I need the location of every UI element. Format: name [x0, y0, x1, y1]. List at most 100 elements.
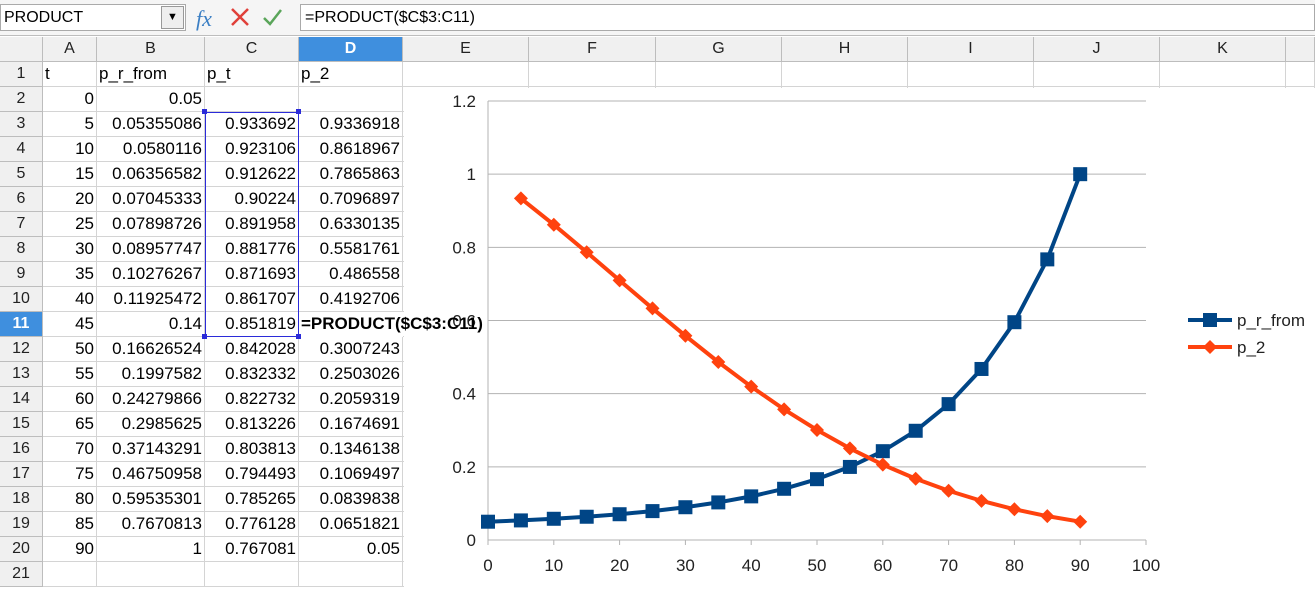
- cell: 70: [43, 437, 97, 462]
- data-point: [579, 245, 594, 260]
- column-header: D: [299, 37, 403, 62]
- data-point: [777, 402, 792, 417]
- formula-icons: fx: [196, 6, 282, 31]
- x-tick-label: 0: [483, 556, 492, 575]
- data-point: [645, 504, 660, 519]
- cell: 90: [43, 537, 97, 562]
- x-tick-label: 20: [610, 556, 629, 575]
- column-header: G: [656, 37, 782, 62]
- x-tick-label: 60: [873, 556, 892, 575]
- cell: 45: [43, 312, 97, 337]
- cell: p_r_from: [97, 62, 205, 87]
- dropdown[interactable]: ▼: [161, 6, 184, 29]
- cell: 0.486558: [299, 262, 403, 287]
- cell: 0.08957747: [97, 237, 205, 262]
- cell: 0.10276267: [97, 262, 205, 287]
- cell: 10: [43, 137, 97, 162]
- x-tick-label: 50: [808, 556, 827, 575]
- row-header: 2: [0, 87, 43, 112]
- y-tick-label: 0.6: [452, 312, 476, 331]
- cell: 0.2059319: [299, 387, 403, 412]
- column-header: C: [205, 37, 299, 62]
- column-header: [1286, 37, 1315, 62]
- cell: 0.2503026: [299, 362, 403, 387]
- y-tick-label: 0.2: [452, 458, 476, 477]
- data-point: [612, 507, 627, 522]
- x-tick-label: 90: [1071, 556, 1090, 575]
- cell: 1: [97, 537, 205, 562]
- cell: 0.06356582: [97, 162, 205, 187]
- column-header: H: [782, 37, 908, 62]
- cell: [1034, 62, 1160, 87]
- cell: [299, 87, 403, 112]
- data-point: [481, 514, 495, 529]
- cell: 0.0839838: [299, 487, 403, 512]
- accept-icon[interactable]: [263, 9, 282, 26]
- data-point: [711, 355, 726, 370]
- column-header: I: [908, 37, 1034, 62]
- row-header: 11: [0, 312, 43, 337]
- row-header: 8: [0, 237, 43, 262]
- cell: t: [43, 62, 97, 87]
- cell: 0.832332: [205, 362, 299, 387]
- cell: 0.07045333: [97, 187, 205, 212]
- cell: p_t: [205, 62, 299, 87]
- y-tick-label: 0: [467, 531, 476, 550]
- formula-text: =PRODUCT($C$3:C11): [305, 9, 475, 26]
- legend-label: p_2: [1237, 338, 1265, 357]
- data-point: [678, 500, 693, 515]
- row-header: 6: [0, 187, 43, 212]
- cell: 20: [43, 187, 97, 212]
- row-header: 12: [0, 337, 43, 362]
- x-tick-label: 40: [742, 556, 761, 575]
- data-point: [1007, 315, 1022, 330]
- range-handle: [296, 334, 301, 339]
- name-box[interactable]: PRODUCT ▼: [0, 4, 186, 31]
- row-header: 10: [0, 287, 43, 312]
- data-point: [645, 301, 660, 316]
- cell: 0.05355086: [97, 112, 205, 137]
- cell: [299, 562, 403, 587]
- data-point: [842, 441, 857, 456]
- cell: 0.14: [97, 312, 205, 337]
- x-tick-label: 80: [1005, 556, 1024, 575]
- cell: 0.4192706: [299, 287, 403, 312]
- data-point: [1040, 509, 1055, 524]
- cell: 0.11925472: [97, 287, 205, 312]
- row-header: 3: [0, 112, 43, 137]
- row-header: 5: [0, 162, 43, 187]
- data-point: [612, 273, 627, 288]
- cell: 35: [43, 262, 97, 287]
- cell: 0.813226: [205, 412, 299, 437]
- formula-input[interactable]: =PRODUCT($C$3:C11): [300, 4, 1315, 31]
- row-header: 16: [0, 437, 43, 462]
- cell: 0.59535301: [97, 487, 205, 512]
- cell: 0.0651821: [299, 512, 403, 537]
- cell: [529, 62, 656, 87]
- cell: 15: [43, 162, 97, 187]
- data-point: [875, 444, 890, 459]
- cell: [1286, 62, 1315, 87]
- data-point: [744, 489, 759, 504]
- row-header: 15: [0, 412, 43, 437]
- row-header: 17: [0, 462, 43, 487]
- data-point: [678, 328, 693, 343]
- cell: 85: [43, 512, 97, 537]
- column-header: E: [403, 37, 529, 62]
- cell: p_2: [299, 62, 403, 87]
- cell: 30: [43, 237, 97, 262]
- cell: 0.1674691: [299, 412, 403, 437]
- row-header: 14: [0, 387, 43, 412]
- function-wizard-icon[interactable]: fx: [196, 6, 212, 31]
- data-point: [1073, 514, 1088, 529]
- y-tick-label: 1: [467, 165, 476, 184]
- data-point: [579, 509, 594, 524]
- row-header: 20: [0, 537, 43, 562]
- cell: [43, 562, 97, 587]
- row-header: 19: [0, 512, 43, 537]
- cell: 0.8618967: [299, 137, 403, 162]
- cancel-icon[interactable]: [231, 8, 249, 26]
- cell: [656, 62, 782, 87]
- cell: 0.7670813: [97, 512, 205, 537]
